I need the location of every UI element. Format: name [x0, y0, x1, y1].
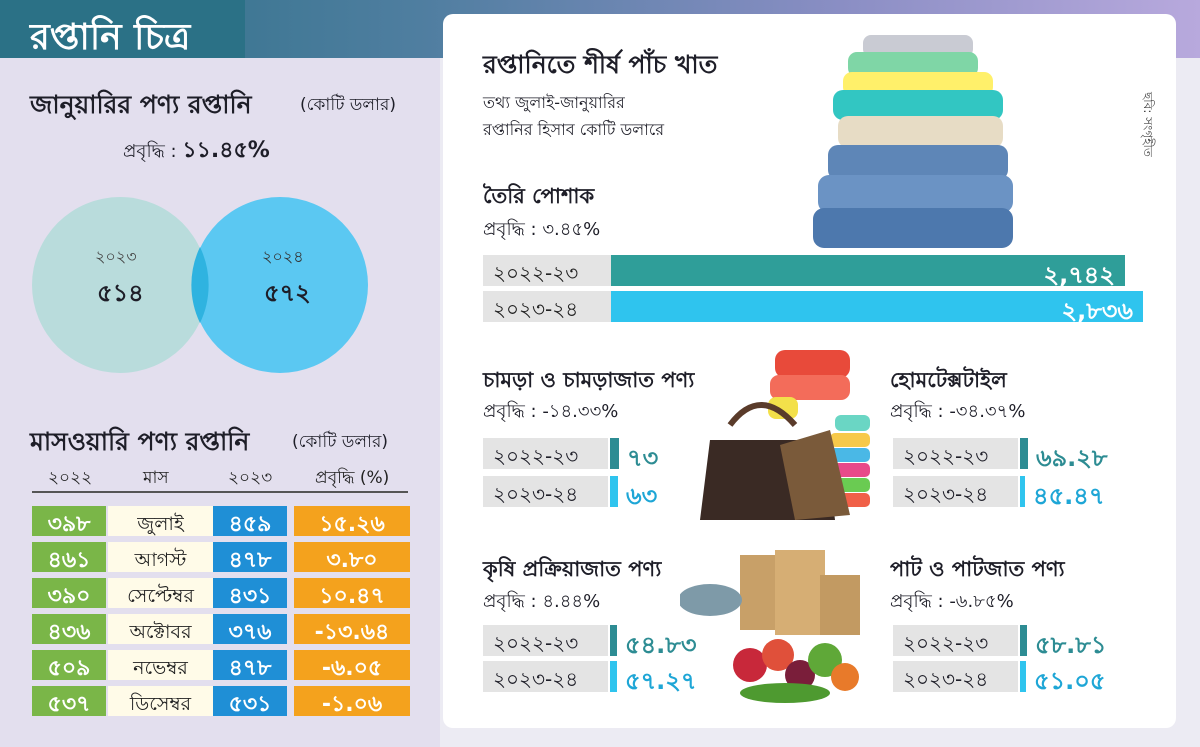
- cell-month: জুলাই: [108, 506, 213, 536]
- table-row: ৩৯০ সেপ্টেম্বর ৪৩১ ১০.৪৭: [32, 578, 410, 609]
- leather-title: চামড়া ও চামড়াজাত পণ্য: [483, 368, 695, 392]
- cell-month: অক্টোবর: [108, 614, 213, 644]
- cell-month: ডিসেম্বর: [108, 686, 213, 716]
- hometextile-year-1: ২০২২-২৩: [893, 438, 1018, 469]
- table-row: ৩৯৮ জুলাই ৪৫৯ ১৫.২৬: [32, 506, 410, 537]
- jute-label-2023-24: ৫১.০৫: [1034, 667, 1106, 695]
- table-header-rule: [32, 491, 408, 493]
- top5-heading: রপ্তানিতে শীর্ষ পাঁচ খাত: [483, 50, 718, 79]
- col-header-2022: ২০২২: [48, 468, 93, 488]
- table-row: ৫৩৭ ডিসেম্বর ৫৩১ -১.০৬: [32, 686, 410, 717]
- cell-2023: ৪৭৮: [213, 542, 287, 573]
- agro-title: কৃষি প্রক্রিয়াজাত পণ্য: [483, 557, 662, 581]
- venn-year-b: ২০২৪: [262, 247, 304, 266]
- cell-month: নভেম্বর: [108, 650, 213, 680]
- hometextile-bar-2023-24: [1020, 476, 1025, 507]
- cell-2023: ৪৩১: [213, 578, 287, 609]
- venn-diagram: [32, 197, 368, 373]
- table-row: ৪৩৬ অক্টোবর ৩৭৬ -১৩.৬৪: [32, 614, 410, 645]
- cell-growth: -৬.০৫: [294, 650, 410, 681]
- cell-2022: ৩৯০: [32, 578, 106, 609]
- garments-year-2: ২০২৩-২৪: [493, 297, 579, 321]
- agro-label-2023-24: ৫৭.২৭: [625, 667, 697, 695]
- leather-year-2: ২০২৩-২৪: [483, 476, 608, 507]
- garments-growth: প্রবৃদ্ধি : ৩.৪৫%: [483, 219, 601, 240]
- agro-year-1: ২০২২-২৩: [483, 625, 608, 656]
- agro-bar-2022-23: [610, 625, 617, 656]
- garments-bar-2022-23: ২,৭৪২: [611, 255, 1125, 289]
- monthly-heading: মাসওয়ারি পণ্য রপ্তানি: [30, 427, 250, 456]
- hometextile-label-2022-23: ৬৯.২৮: [1036, 444, 1108, 472]
- agro-bar-2023-24: [610, 661, 617, 692]
- cell-2022: ৫০৯: [32, 650, 106, 681]
- cell-growth: ১০.৪৭: [294, 578, 410, 609]
- col-header-month: মাস: [143, 468, 169, 488]
- jute-label-2022-23: ৫৮.৮১: [1035, 631, 1107, 659]
- hometextile-growth: প্রবৃদ্ধি : -৩৪.৩৭%: [890, 401, 1026, 422]
- circle-2023: [32, 197, 208, 373]
- table-row: ৫০৯ নভেম্বর ৪৭৮ -৬.০৫: [32, 650, 410, 681]
- agro-growth: প্রবৃদ্ধি : ৪.৪৪%: [483, 591, 601, 612]
- jute-year-2: ২০২৩-২৪: [893, 661, 1018, 692]
- cell-2023: ৪৭৮: [213, 650, 287, 681]
- leather-year-1: ২০২২-২৩: [483, 438, 608, 469]
- hometextile-label-2023-24: ৪৫.৪৭: [1033, 482, 1105, 510]
- agro-label-2022-23: ৫৪.৮৩: [625, 631, 697, 659]
- page-title: রপ্তানি চিত্র: [0, 0, 245, 62]
- col-header-growth: প্রবৃদ্ধি (%): [315, 468, 390, 488]
- january-growth-label: প্রবৃদ্ধি :: [123, 141, 177, 162]
- venn-value-a: ৫১৪: [97, 279, 144, 307]
- monthly-unit: (কোটি ডলার): [292, 432, 388, 452]
- cell-2022: ৪৩৬: [32, 614, 106, 645]
- photo-credit: ছবি: সংগৃহীত: [1141, 92, 1155, 157]
- jute-title: পাট ও পাটজাত পণ্য: [890, 557, 1065, 581]
- garments-title: তৈরি পোশাক: [483, 184, 595, 208]
- january-growth: প্রবৃদ্ধি : ১১.৪৫%: [123, 133, 270, 170]
- leather-label-2023-24: ৬৩: [626, 482, 658, 510]
- vegetables-and-bags-image: [680, 550, 860, 703]
- col-header-2023: ২০২৩: [228, 468, 273, 488]
- leather-label-2022-23: ৭৩: [627, 444, 659, 472]
- cell-growth: -১৩.৬৪: [294, 614, 410, 645]
- garments-bar-2023-24: ২,৮৩৬: [611, 291, 1143, 325]
- cell-2022: ৩৯৮: [32, 506, 106, 537]
- hometextile-year-2: ২০২৩-২৪: [893, 476, 1018, 507]
- leather-bar-2023-24: [610, 476, 618, 507]
- january-heading: জানুয়ারির পণ্য রপ্তানি: [30, 90, 252, 119]
- top5-subtitle-2: রপ্তানির হিসাব কোটি ডলারে: [483, 120, 665, 139]
- cell-2023: ৩৭৬: [213, 614, 287, 645]
- table-row: ৪৬১ আগস্ট ৪৭৮ ৩.৮০: [32, 542, 410, 573]
- cell-2022: ৪৬১: [32, 542, 106, 573]
- january-unit: (কোটি ডলার): [300, 95, 396, 115]
- top5-subtitle-1: তথ্য জুলাই-জানুয়ারির: [483, 93, 625, 112]
- cell-2023: ৪৫৯: [213, 506, 287, 537]
- leather-bar-2022-23: [610, 438, 619, 469]
- cell-2023: ৫৩১: [213, 686, 287, 717]
- cell-growth: ১৫.২৬: [294, 506, 410, 537]
- cell-month: আগস্ট: [108, 542, 213, 572]
- clothes-stack-image: [813, 35, 1013, 248]
- hometextile-bar-2022-23: [1020, 438, 1028, 469]
- cell-month: সেপ্টেম্বর: [108, 578, 213, 608]
- hometextile-title: হোমটেক্সটাইল: [890, 368, 1007, 392]
- agro-year-2: ২০২৩-২৪: [483, 661, 608, 692]
- jute-growth: প্রবৃদ্ধি : -৬.৮৫%: [890, 591, 1014, 612]
- january-growth-value: ১১.৪৫%: [182, 138, 270, 163]
- venn-year-a: ২০২৩: [95, 247, 137, 266]
- circle-2024: [192, 197, 368, 373]
- cell-2022: ৫৩৭: [32, 686, 106, 717]
- leather-growth: প্রবৃদ্ধি : -১৪.৩৩%: [483, 401, 619, 422]
- cell-growth: -১.০৬: [294, 686, 410, 717]
- bag-and-towels-image: [700, 350, 870, 520]
- cell-growth: ৩.৮০: [294, 542, 410, 573]
- circle-overlap: [191, 247, 209, 323]
- jute-year-1: ২০২২-২৩: [893, 625, 1018, 656]
- jute-bar-2022-23: [1020, 625, 1027, 656]
- garments-year-1: ২০২২-২৩: [493, 261, 579, 285]
- jute-bar-2023-24: [1020, 661, 1026, 692]
- venn-value-b: ৫৭২: [264, 279, 311, 307]
